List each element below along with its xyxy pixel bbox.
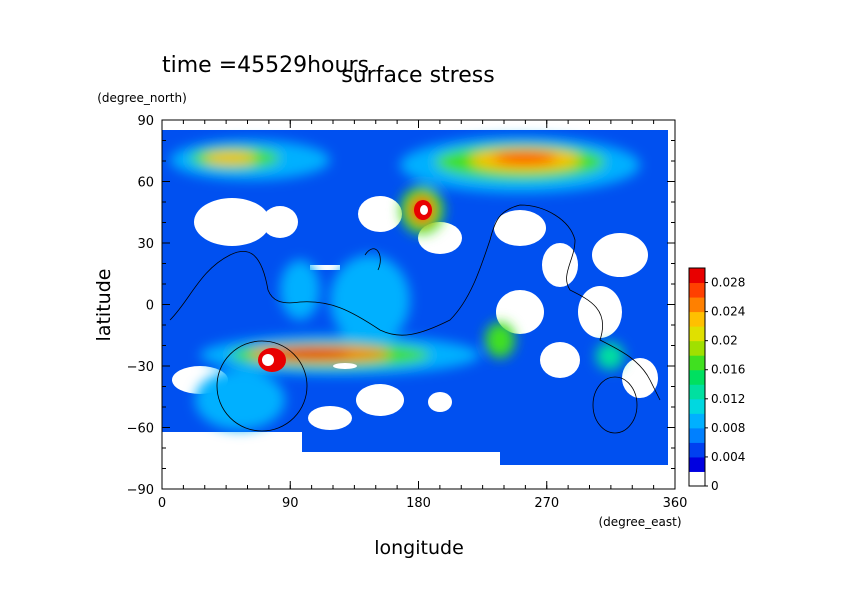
y-tick-labels: 90 60 30 0 −30 −60 −90 [127,114,154,498]
colorbar-swatch [689,442,705,458]
colorbar-label: 0.02 [711,334,738,348]
x-axis-label: longitude [374,537,464,559]
colorbar-swatch [689,427,705,443]
colorbar-label: 0.028 [711,276,745,290]
colorbar-swatch [689,297,705,313]
x-tick-label: 270 [534,496,559,511]
y-tick-marks [162,119,675,490]
colorbar-swatches [689,268,705,487]
x-tick-label: 360 [663,496,688,511]
colorbar: 0 0.004 0.008 0.012 0.016 0.02 0.024 0.028 [688,267,745,493]
x-tick-label: 180 [406,496,431,511]
y-tick-label: −60 [127,422,154,437]
colorbar-swatch [689,326,705,342]
colorbar-label: 0.012 [711,392,745,406]
colorbar-swatch [689,471,705,487]
colorbar-swatch [689,340,705,356]
colorbar-swatch [689,384,705,400]
colorbar-swatch [689,311,705,327]
colorbar-frame [688,267,706,487]
y-tick-label: 60 [137,176,154,191]
intensity-blobs [170,137,640,430]
y-tick-label: −30 [127,360,154,375]
colorbar-swatch [689,456,705,472]
colorbar-label: 0.016 [711,363,745,377]
colorbar-label: 0.024 [711,305,745,319]
colorbar-swatch [689,413,705,429]
y-tick-label: 30 [137,237,154,252]
chart-title: surface stress [341,63,494,88]
colorbar-swatch [689,369,705,385]
colorbar-swatch [689,268,705,284]
y-axis-label: latitude [93,269,115,342]
y-axis-unit: (degree_north) [97,91,187,105]
x-tick-label: 0 [158,496,166,511]
time-annotation: time =45529hours [162,53,369,78]
colorbar-label: 0 [711,479,719,493]
hotspots [258,200,432,372]
x-tick-label: 90 [282,496,299,511]
coastlines [169,204,661,434]
x-tick-marks [161,120,676,489]
colorbar-swatch [689,282,705,298]
colorbar-label: 0.004 [711,450,745,464]
x-axis-unit: (degree_east) [598,515,681,529]
colorbar-swatch [689,398,705,414]
y-tick-label: −90 [127,483,154,498]
colorbar-labels: 0 0.004 0.008 0.012 0.016 0.02 0.024 0.028 [705,276,745,493]
y-tick-label: 90 [137,114,154,129]
x-tick-labels: 0 90 180 270 360 [158,496,688,511]
plot-area: 0 90 180 270 360 90 60 30 0 −30 −60 −90 [127,114,688,511]
colorbar-swatch [689,355,705,371]
y-tick-label: 0 [146,299,154,314]
colorbar-label: 0.008 [711,421,745,435]
